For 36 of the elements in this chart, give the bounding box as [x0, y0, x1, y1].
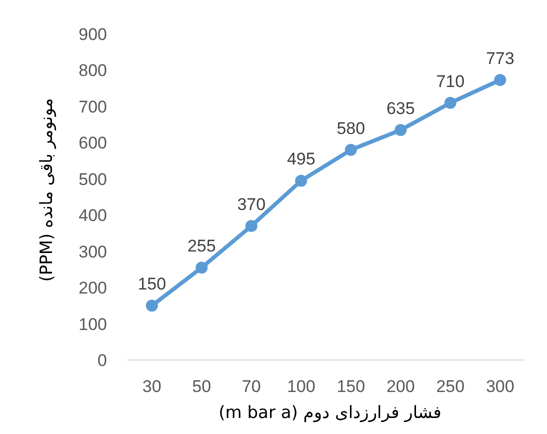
y-tick-label: 700: [78, 97, 107, 116]
y-tick-label: 900: [78, 25, 107, 44]
y-axis-title: مونومر باقی مانده (PPM): [37, 98, 57, 282]
y-tick-label: 0: [98, 351, 107, 370]
y-tick-label: 100: [78, 314, 107, 334]
x-tick-label: 150: [336, 377, 366, 396]
x-tick-label: 200: [386, 377, 415, 396]
data-label: 370: [237, 194, 266, 214]
point: [344, 144, 357, 156]
y-tick-label: 600: [78, 134, 107, 153]
point: [245, 220, 258, 232]
x-tick-label: 250: [436, 377, 465, 396]
point: [494, 74, 506, 86]
y-tick-label: 400: [78, 206, 107, 226]
x-tick-label: 50: [192, 377, 212, 396]
data-label: 495: [286, 150, 316, 169]
y-tick-label: 300: [78, 242, 107, 262]
x-tick-label: 70: [242, 377, 261, 396]
x-tick-label: 100: [286, 377, 316, 396]
point: [295, 174, 308, 187]
point: [146, 300, 158, 312]
data-label: 710: [436, 72, 465, 91]
y-tick-label: 500: [78, 170, 107, 189]
point: [196, 262, 208, 274]
x-axis-title: فشار فرارزدای دوم (m bar a): [218, 403, 442, 423]
x-tick-label: 300: [486, 377, 514, 396]
point: [444, 96, 456, 109]
data-label: 580: [336, 118, 366, 138]
data-label: 773: [486, 49, 514, 68]
y-tick-label: 800: [78, 61, 107, 80]
data-label: 150: [138, 274, 166, 294]
data-label: 255: [187, 236, 216, 256]
point: [394, 124, 407, 136]
x-tick-label: 30: [142, 377, 162, 396]
y-tick-label: 200: [78, 278, 107, 298]
data-label: 635: [386, 98, 415, 118]
